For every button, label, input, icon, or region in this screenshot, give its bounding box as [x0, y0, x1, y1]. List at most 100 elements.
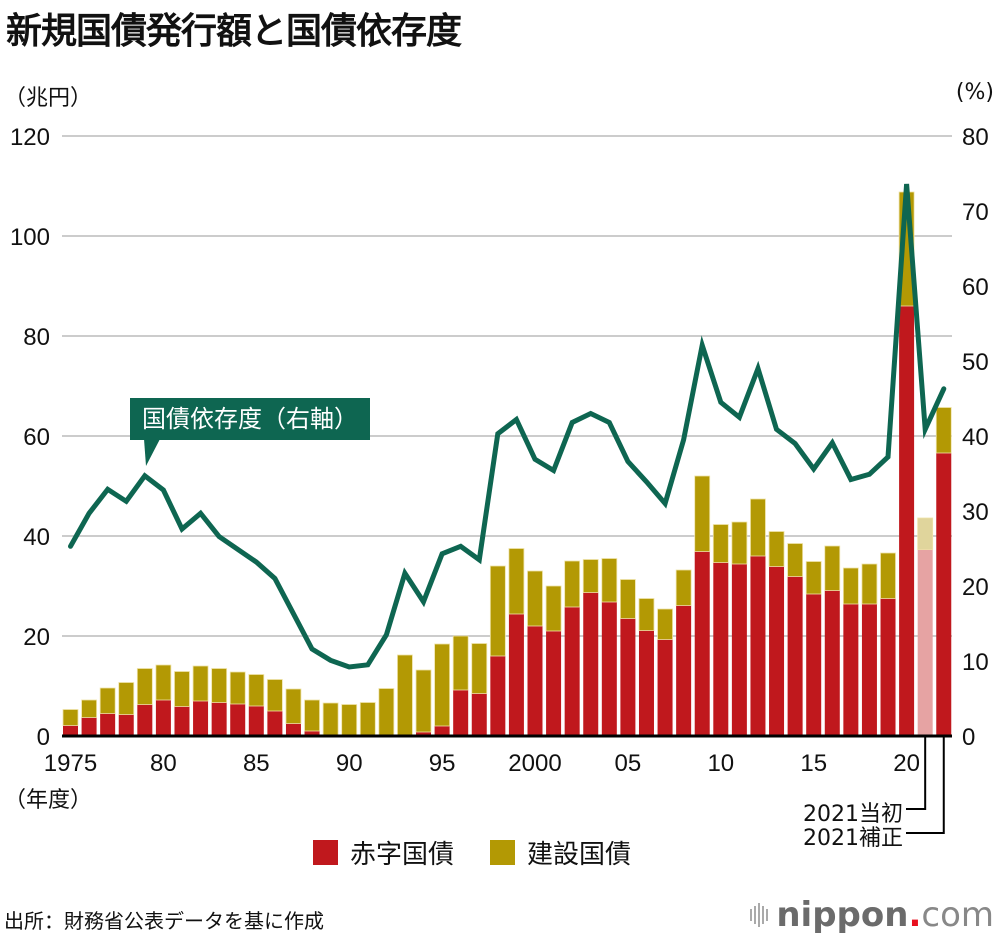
bar-deficit-2017 [843, 604, 859, 736]
gridlines [62, 135, 952, 637]
x-axis-ticks: 1975 80 85 90 95 2000 05 10 15 20 [44, 750, 920, 777]
bar-deficit-2001 [546, 631, 562, 736]
x-axis-tick-label: 85 [243, 750, 270, 777]
bar-construction-2003 [582, 559, 599, 593]
bar-deficit-1988 [304, 731, 320, 736]
sound-bars-icon [750, 903, 769, 927]
left-axis-tick-label: 100 [10, 224, 50, 251]
bar-construction-2006 [638, 598, 655, 631]
x-axis-tick-label: 2000 [508, 750, 561, 777]
bar-construction-2005 [620, 579, 636, 619]
bar-construction-1977 [99, 687, 116, 714]
bar-deficit-2007 [657, 639, 673, 736]
logo-suffix: com [921, 895, 994, 935]
x-axis-tick-label: 20 [893, 750, 920, 777]
right-axis-tick-label: 70 [962, 199, 989, 226]
right-axis-tick-label: 0 [962, 724, 975, 751]
bar-construction-2016 [824, 545, 841, 591]
x-axis-tick-label: 90 [336, 750, 363, 777]
bar-construction-1995 [434, 643, 451, 727]
dependency-callout-label: 国債依存度（右軸） [130, 398, 370, 440]
bar-construction-2010 [712, 524, 729, 563]
right-axis-tick-label: 30 [962, 499, 989, 526]
bar-construction-1991 [359, 702, 376, 737]
bar-construction-2013 [768, 531, 785, 567]
legend-label-deficit: 赤字国債 [350, 840, 455, 870]
bar-deficit-1995 [434, 726, 450, 736]
bar-deficit-1985 [248, 706, 264, 736]
bar-deficit-2014 [787, 576, 803, 736]
bar-construction-2004 [601, 558, 618, 603]
leader-2021-initial [906, 736, 927, 810]
bar-deficit-2020 [899, 306, 915, 736]
bar-deficit-2005 [620, 618, 636, 736]
bar-deficit-1982 [193, 701, 209, 736]
legend-swatch-construction [490, 840, 516, 865]
left-axis-tick-label: 0 [37, 724, 50, 751]
bar-deficit-2019 [880, 598, 896, 736]
left-axis-tick-label: 80 [23, 324, 50, 351]
bar-construction-2018 [861, 563, 878, 605]
callout-pointer [144, 439, 160, 466]
bar-deficit-1998 [490, 656, 506, 736]
bar-construction-1982 [192, 665, 209, 702]
bar-deficit-1996 [453, 690, 469, 736]
bar-construction-1987 [285, 688, 302, 724]
bar-construction-1988 [304, 699, 320, 732]
x-axis-unit: （年度） [4, 788, 93, 813]
bar-deficit-1986 [267, 711, 283, 736]
legend: 赤字国債 建設国債 [313, 834, 667, 871]
right-axis-tick-label: 40 [962, 424, 989, 451]
bar-deficit-2002 [564, 607, 580, 736]
bar-construction-2007 [657, 608, 673, 640]
bar-deficit-2015 [806, 594, 822, 736]
bar-deficit-1997 [471, 693, 487, 736]
right-axis-tick-label: 60 [962, 274, 989, 301]
bar-construction-2021補正 [935, 407, 952, 454]
bar-deficit-1999 [508, 614, 524, 736]
bar-deficit-1984 [230, 704, 246, 736]
bar-construction-2001 [545, 585, 562, 632]
bar-deficit-1976 [81, 717, 97, 736]
bar-deficit-2000 [527, 626, 543, 736]
x-axis-tick-label: 15 [800, 750, 827, 777]
bar-deficit-1994 [416, 732, 432, 736]
source-note: 出所：財務省公表データを基に作成 [4, 909, 324, 933]
label-2021-supplementary: 2021補正 [803, 826, 903, 851]
x-axis-tick-label: 80 [150, 750, 177, 777]
bar-construction-2012 [750, 498, 766, 557]
bar-construction-2000 [527, 570, 543, 627]
x-axis-tick-label: 05 [615, 750, 642, 777]
bar-deficit-2006 [638, 630, 654, 736]
bar-construction-1976 [81, 699, 97, 718]
label-leaders [906, 736, 945, 834]
bar-deficit-1979 [137, 704, 153, 736]
left-axis-ticks: 0 20 40 60 80 100 120 [10, 124, 50, 751]
bar-construction-1980 [155, 664, 172, 701]
bar-deficit-1987 [285, 723, 301, 736]
bar-deficit-2012 [750, 556, 766, 736]
bar-construction-1996 [452, 635, 469, 691]
bar-deficit-2021補正 [936, 453, 952, 736]
left-axis-tick-label: 120 [10, 124, 50, 151]
bar-deficit-2009 [694, 551, 710, 736]
bar-construction-1994 [415, 669, 432, 733]
bar-construction-2009 [694, 475, 711, 552]
bar-deficit-1978 [118, 714, 134, 736]
bar-construction-1993 [397, 654, 413, 737]
bar-construction-1998 [489, 565, 506, 657]
right-axis-ticks: 0 10 20 30 40 50 60 70 80 [962, 124, 989, 751]
bar-construction-1986 [266, 679, 283, 712]
logo-dot: . [908, 895, 922, 935]
bar-construction-2019 [880, 552, 896, 599]
bar-construction-2011 [731, 521, 748, 565]
dependency-line [68, 183, 947, 670]
bar-construction-2015 [805, 561, 822, 595]
bar-deficit-2008 [676, 605, 692, 736]
bar-construction-2002 [564, 560, 581, 608]
bar-construction-1989 [322, 702, 339, 737]
bar-construction-1975 [62, 709, 79, 726]
bar-deficit-1977 [100, 713, 116, 736]
leader-2021-supplementary [906, 736, 945, 834]
bar-construction-2017 [842, 567, 859, 605]
